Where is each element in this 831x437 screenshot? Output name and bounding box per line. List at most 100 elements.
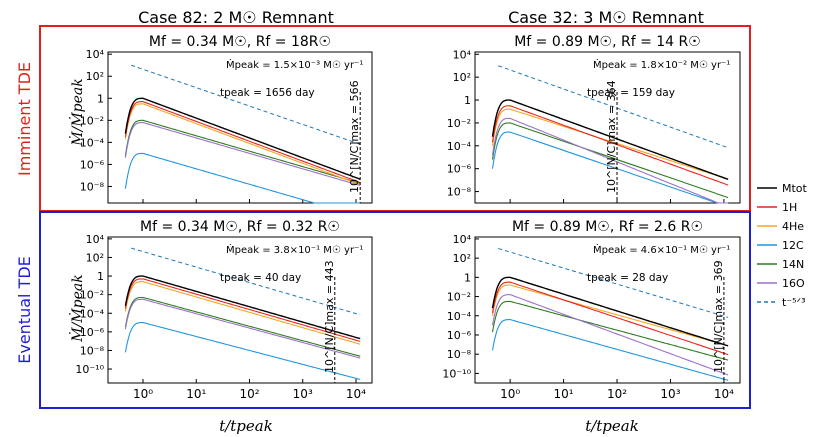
- row-label-imminent: Imminent TDE: [15, 62, 34, 176]
- powerlaw-line: [498, 248, 729, 318]
- legend-label: 4He: [782, 220, 804, 233]
- series-line-1h: [491, 281, 729, 356]
- y-tick-label: 10⁴: [453, 233, 472, 246]
- y-tick-label: 10⁻²: [80, 289, 104, 302]
- powerlaw-line: [131, 247, 361, 316]
- series-line-mtot: [124, 97, 361, 180]
- mdot-peak-annotation: Ṁpeak = 1.5×10⁻³ M☉ yr⁻¹: [226, 58, 363, 71]
- x-tick-label: 10⁴: [714, 387, 734, 401]
- row-frame-imminent: [39, 25, 751, 212]
- y-tick-label: 10⁻⁶: [80, 326, 105, 339]
- x-tick-label: 10³: [660, 387, 680, 401]
- y-tick-label: 1: [464, 271, 471, 284]
- series-line-14n: [491, 300, 729, 361]
- y-tick-label: 10⁻⁶: [80, 158, 105, 171]
- x-tick-label: 10⁴: [346, 387, 366, 401]
- powerlaw-line: [498, 65, 729, 149]
- series-line-14n: [491, 122, 729, 199]
- y-tick-label: 10⁻⁴: [80, 136, 105, 149]
- series-line-1h: [124, 101, 361, 184]
- mdot-peak-annotation: Ṁpeak = 1.8×10⁻² M☉ yr⁻¹: [593, 58, 730, 71]
- series-line-14n: [124, 296, 361, 357]
- row-frame-eventual: [39, 211, 751, 409]
- tpeak-annotation: tpeak = 1656 day: [220, 87, 315, 99]
- series-line-4he: [124, 103, 361, 186]
- ylabel-bottom: Ṁ/Ṁpeak: [68, 274, 86, 342]
- series-line-12c: [124, 322, 361, 381]
- series-line-12c: [491, 131, 729, 204]
- panel-title: Mf = 0.89 M☉, Rf = 14 R☉: [514, 34, 701, 50]
- x-tick-label: 10⁰: [500, 387, 520, 401]
- panel-title: Mf = 0.89 M☉, Rf = 2.6 R☉: [512, 219, 703, 235]
- panel-top-right: Mf = 0.89 M☉, Rf = 14 R☉ 10⁴ 10² 1 10⁻² 10⁻⁴ 1…: [447, 34, 741, 204]
- series-line-16o: [491, 117, 729, 204]
- xlabel-left: t/tpeak: [219, 417, 273, 435]
- panel-bottom-right: Mf = 0.89 M☉, Rf = 2.6 R☉ 10⁴ 10² 1 10⁻² 10⁻⁴…: [442, 219, 741, 401]
- series-line-4he: [491, 108, 729, 180]
- panel-title: Mf = 0.34 M☉, Rf = 18R☉: [149, 34, 331, 50]
- legend: Mtot 1H 4He 12C 14N 16O t⁻⁵ᐟ³: [757, 182, 808, 309]
- y-tick-label: 10⁻⁴: [80, 307, 105, 320]
- y-tick-label: 10⁻²: [80, 114, 104, 127]
- panel-top-left: Mf = 0.34 M☉, Rf = 18R☉ 10⁴ 10² 1 10⁻² 10⁻⁴ 10…: [80, 34, 373, 204]
- x-tick-label: 10³: [293, 387, 313, 401]
- y-tick-label: 10²: [453, 71, 471, 84]
- series-line-12c: [491, 319, 729, 381]
- series-line-1h: [124, 278, 361, 342]
- y-tick-label: 10⁴: [86, 233, 105, 246]
- y-tick-label: 1: [97, 270, 104, 283]
- legend-label: 14N: [782, 258, 804, 271]
- panel-title: Mf = 0.34 M☉, Rf = 0.32 R☉: [140, 219, 340, 235]
- y-tick-label: 10⁻⁶: [447, 163, 472, 176]
- y-tick-label: 10⁻²: [447, 117, 471, 130]
- series-line-12c: [124, 152, 361, 204]
- series-line-mtot: [491, 276, 729, 347]
- axes-frame: [107, 236, 373, 384]
- xlabel-right: t/tpeak: [585, 417, 639, 435]
- x-tick-label: 10¹: [554, 387, 574, 401]
- x-tick-label: 10²: [607, 387, 627, 401]
- legend-label: t⁻⁵ᐟ³: [782, 296, 806, 309]
- col-title-left: Case 82: 2 M☉ Remnant: [138, 8, 334, 27]
- y-tick-label: 10⁻²: [447, 291, 471, 304]
- y-tick-label: 10⁴: [453, 48, 472, 61]
- series-line-4he: [124, 281, 361, 345]
- tpeak-annotation: tpeak = 40 day: [220, 272, 301, 284]
- nc-marker-label: 10^[N/C]max = 369: [712, 260, 725, 373]
- ylabel-top: Ṁ/Ṁpeak: [68, 78, 86, 146]
- nc-marker-label: 10^[N/C]max = 443: [323, 260, 336, 373]
- y-tick-label: 10²: [86, 251, 104, 264]
- legend-label: 1H: [782, 201, 797, 214]
- series-line-4he: [491, 284, 729, 347]
- y-tick-label: 10⁻⁸: [80, 344, 105, 357]
- legend-label: Mtot: [782, 182, 808, 195]
- y-tick-label: 10⁴: [86, 48, 105, 61]
- y-tick-label: 10²: [453, 252, 471, 265]
- axes-frame: [107, 51, 373, 204]
- y-tick-label: 10⁻⁶: [447, 329, 472, 342]
- axes-frame: [474, 236, 741, 384]
- tpeak-annotation: tpeak = 159 day: [587, 87, 675, 99]
- series-line-mtot: [124, 275, 361, 340]
- x-tick-label: 10⁰: [133, 387, 153, 401]
- row-label-eventual: Eventual TDE: [15, 256, 34, 364]
- series-line-16o: [124, 121, 361, 187]
- nc-marker-label: 10^[N/C]max = 364: [605, 80, 618, 193]
- legend-label: 12C: [782, 239, 804, 252]
- y-tick-label: 10⁻⁸: [447, 186, 472, 199]
- y-tick-label: 1: [97, 92, 104, 105]
- tpeak-annotation: tpeak = 28 day: [587, 272, 668, 284]
- y-tick-label: 10⁻¹⁰: [75, 363, 104, 376]
- col-title-right: Case 32: 3 M☉ Remnant: [508, 8, 704, 27]
- panel-bottom-left: Mf = 0.34 M☉, Rf = 0.32 R☉ 10⁴ 10² 1 10⁻² 10⁻…: [75, 219, 373, 401]
- x-tick-label: 10¹: [186, 387, 206, 401]
- y-tick-label: 10⁻⁴: [447, 140, 472, 153]
- mdot-peak-annotation: Ṁpeak = 3.8×10⁻¹ M☉ yr⁻¹: [226, 243, 363, 256]
- series-line-16o: [491, 294, 729, 376]
- y-tick-label: 10⁻¹⁰: [442, 367, 471, 380]
- series-line-1h: [491, 105, 729, 186]
- mdot-peak-annotation: Ṁpeak = 4.6×10⁻¹ M☉ yr⁻¹: [593, 243, 730, 256]
- axes-frame: [474, 51, 741, 204]
- y-tick-label: 1: [464, 94, 471, 107]
